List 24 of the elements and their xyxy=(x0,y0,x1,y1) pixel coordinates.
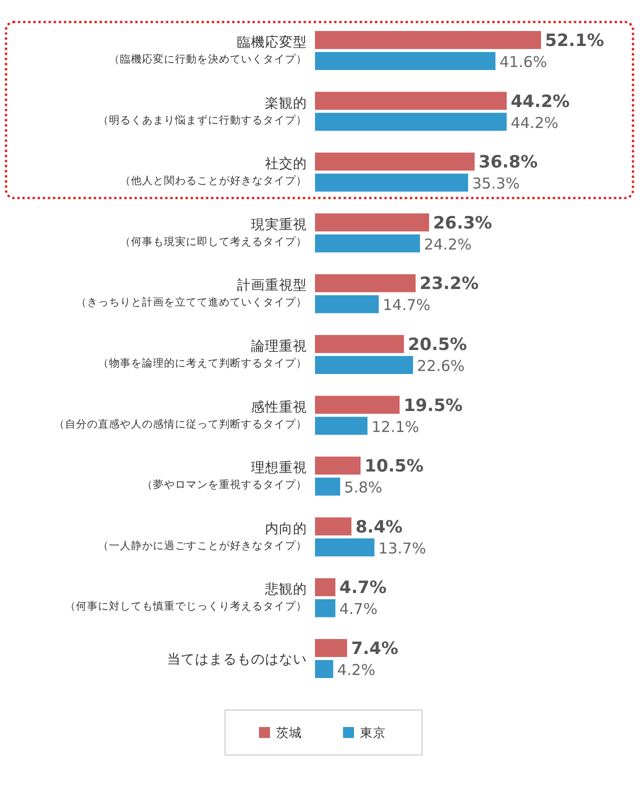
data-label: 22.6% xyxy=(417,357,465,375)
data-label: 14.7% xyxy=(382,296,430,314)
data-label: 20.5% xyxy=(408,335,467,355)
data-label: 26.3% xyxy=(433,213,492,234)
data-label: 8.4% xyxy=(355,517,403,538)
data-label: 4.7% xyxy=(339,578,387,598)
data-label: 13.7% xyxy=(378,539,426,558)
data-label: 19.5% xyxy=(404,396,463,416)
data-label: 10.5% xyxy=(364,456,424,477)
data-label: 35.3% xyxy=(472,174,520,193)
data-label: 23.2% xyxy=(420,274,479,294)
data-label: 44.2% xyxy=(510,92,570,112)
data-label: 52.1% xyxy=(545,31,604,51)
data-label: 24.2% xyxy=(424,235,472,254)
data-label: 4.7% xyxy=(339,600,378,618)
legend-label: 茨城 xyxy=(276,725,302,740)
data-label: 4.2% xyxy=(337,661,376,679)
legend-label: 東京 xyxy=(360,725,386,740)
data-label: 12.1% xyxy=(371,418,420,436)
data-label: 44.2% xyxy=(510,114,558,132)
data-label: 36.8% xyxy=(478,152,538,173)
data-label: 5.8% xyxy=(344,478,382,497)
data-label: 41.6% xyxy=(499,53,548,71)
data-label: 7.4% xyxy=(351,639,398,659)
